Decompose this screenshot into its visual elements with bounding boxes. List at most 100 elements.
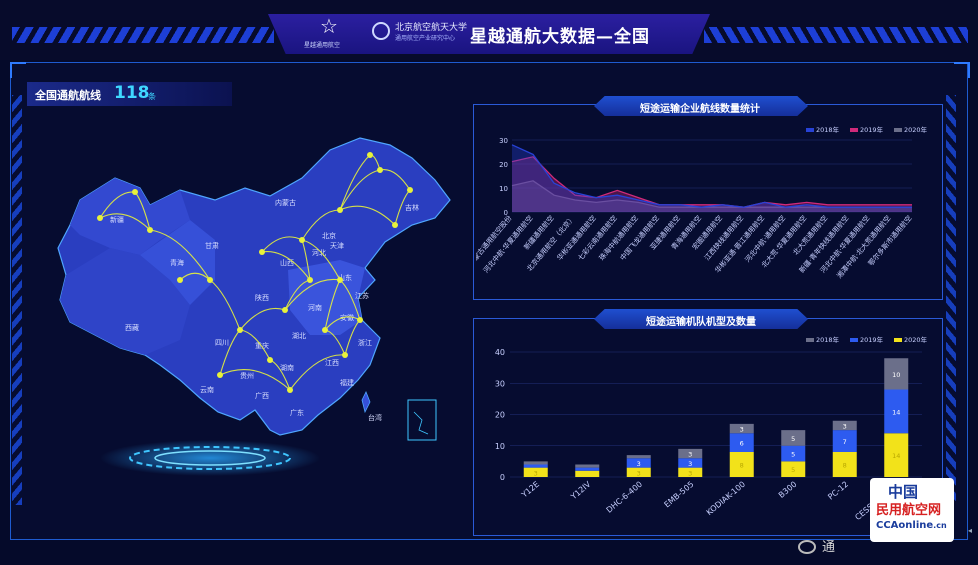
map-airport-dot <box>147 227 153 233</box>
south-sea-inset <box>407 399 437 441</box>
map-airport-dot <box>259 249 265 255</box>
fleet-bar-value-label: 5 <box>791 435 795 443</box>
fleet-y-tick-label: 10 <box>495 442 505 451</box>
fleet-bar-value-label: 6 <box>740 440 744 448</box>
fleet-x-tick-label: Y12E <box>519 480 541 500</box>
map-region-label: 内蒙古 <box>275 198 296 207</box>
routes-x-tick-label: 江西快线通用航空 <box>702 214 745 263</box>
logo-left-label: 星越通用航空 <box>304 42 341 49</box>
map-region-label: 江西 <box>325 359 339 367</box>
fleet-x-tick-label: DHC-6-400 <box>605 480 644 515</box>
map-region-label: 河北 <box>312 249 326 257</box>
map-airport-dot <box>322 327 328 333</box>
fleet-bar-segment <box>832 430 857 452</box>
map-route-line <box>301 209 341 241</box>
star-logo-icon: ☆ <box>320 14 338 38</box>
fleet-panel-title: 短途运输机队机型及数量 <box>646 317 756 328</box>
fleet-x-tick-label: KODIAK-100 <box>705 480 747 518</box>
fleet-bar-segment <box>678 467 703 477</box>
map-region-label: 广东 <box>290 408 304 417</box>
map-region-label: 湖南 <box>280 363 294 372</box>
fleet-bar-segment <box>678 448 703 459</box>
fleet-x-tick-label: Y12IV <box>568 479 592 502</box>
map-route-line <box>149 229 211 281</box>
header-stripes-right <box>704 27 968 43</box>
routes-y-tick-label: 0 <box>504 209 508 217</box>
map-route-line <box>99 213 151 231</box>
wechat-icon <box>798 540 816 554</box>
fleet-y-tick-label: 20 <box>495 411 505 420</box>
fleet-y-tick-label: 30 <box>495 379 505 388</box>
routes-area-2020年 <box>512 180 912 212</box>
fleet-legend-label: 2020年 <box>904 335 928 344</box>
map-airport-dot <box>299 237 305 243</box>
map-region-label: 新疆 <box>110 215 124 224</box>
map-route-line <box>339 154 371 211</box>
university-name: 北京航空航天大学 <box>395 23 468 33</box>
watermark-line3: CCAonline.cn <box>876 520 947 531</box>
title-plate <box>268 14 710 54</box>
watermark-domain-suffix: .cn <box>933 521 947 530</box>
region-taiwan <box>361 391 371 414</box>
fleet-x-tick-label: EMB-505 <box>662 480 695 510</box>
fleet-bar-segment <box>626 455 651 459</box>
routes-y-tick-label: 30 <box>499 137 508 145</box>
map-region-label: 西藏 <box>125 323 139 332</box>
region-qinghai <box>140 220 215 305</box>
map-base-ring <box>129 446 291 470</box>
map-region-label: 山东 <box>338 273 352 282</box>
kpi-unit: 条 <box>148 92 156 101</box>
watermark-line1: 中国 <box>888 483 919 501</box>
university-emblem-icon <box>372 22 390 40</box>
fleet-bar-value-label: 3 <box>637 460 641 468</box>
fleet-bar-segment <box>678 458 703 468</box>
frame-corner <box>954 62 970 78</box>
map-airport-dot <box>407 187 413 193</box>
fleet-bar-segment <box>575 464 600 468</box>
fleet-x-tick-label: PC-12 <box>826 480 850 502</box>
map-region-label: 广西 <box>255 391 269 400</box>
fleet-y-tick-label: 0 <box>500 473 505 482</box>
routes-y-tick-label: 10 <box>499 185 508 193</box>
map-airport-dot <box>282 307 288 313</box>
map-region-label: 浙江 <box>358 338 372 347</box>
fleet-bar-segment <box>575 470 600 477</box>
map-airport-dot <box>377 167 383 173</box>
header-stripes-left <box>12 27 274 43</box>
map-region-label: 安徽 <box>340 313 354 322</box>
map-route-line <box>284 278 341 311</box>
fleet-bar-segment <box>884 358 909 390</box>
map-route-line <box>179 272 211 281</box>
region-central-east <box>288 260 365 335</box>
fleet-bar-segment <box>781 430 806 446</box>
fleet-bar-segment <box>884 433 909 477</box>
map-region-label: 吉林 <box>405 203 419 212</box>
map-region-label: 贵州 <box>240 371 254 380</box>
map-region-label: 天津 <box>330 242 344 250</box>
routes-legend-label: 2020年 <box>904 125 928 134</box>
map-region-label: 青海 <box>170 258 184 267</box>
map-route-line <box>324 316 361 331</box>
frame-corner <box>10 62 26 78</box>
map-region-label: 湖北 <box>292 331 306 340</box>
region-xizang <box>60 248 190 355</box>
routes-legend-label: 2018年 <box>816 125 840 134</box>
map-airport-dot <box>207 277 213 283</box>
watermark-domain: CCAonline <box>876 520 934 531</box>
frame-stripe-left <box>12 95 22 505</box>
routes-x-tick-label: 珠海中航通用航空 <box>597 214 640 263</box>
fleet-bar-value-label: 8 <box>843 462 847 470</box>
map-airport-dot <box>267 357 273 363</box>
fleet-bar-segment <box>729 433 754 452</box>
fleet-bar-segment <box>781 445 806 462</box>
map-airport-dot <box>287 387 293 393</box>
routes-y-tick-label: 20 <box>499 161 508 169</box>
kpi-value: 118 <box>114 83 150 103</box>
map-route-line <box>239 307 286 331</box>
fleet-panel-title-plate <box>594 309 808 329</box>
page-title: 星越通航大数据—全国 <box>470 27 650 47</box>
fleet-bar-segment <box>781 461 806 477</box>
routes-area-2018年 <box>512 144 912 212</box>
